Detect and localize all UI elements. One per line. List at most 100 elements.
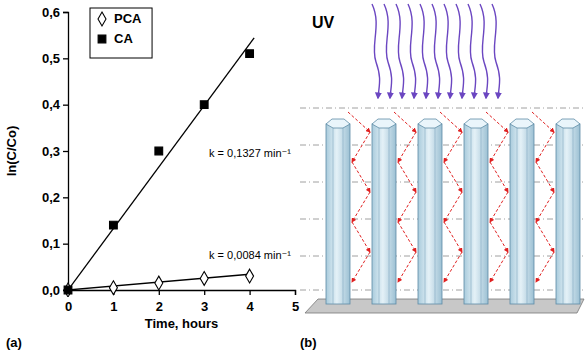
tick-label: 5 [292, 299, 299, 314]
tick-mark [63, 12, 68, 13]
tick-mark [63, 105, 68, 106]
tick: 5 [292, 290, 299, 314]
ray [352, 222, 370, 252]
x-axis: 0 1 2 3 4 5 [65, 290, 299, 314]
ray [536, 162, 554, 192]
ray [536, 192, 554, 222]
fit-line [68, 274, 250, 290]
legend-label: PCA [114, 11, 142, 26]
ray [536, 252, 554, 282]
nanorod-edge [527, 124, 528, 304]
nanorod-edge [435, 124, 436, 304]
ray [440, 112, 462, 132]
tick-label: 0,6 [42, 5, 60, 20]
uv-arrow [444, 4, 452, 98]
ray [394, 112, 416, 132]
tick-label: 0 [65, 299, 72, 314]
tick-mark [63, 244, 68, 245]
uv-arrow [372, 4, 380, 98]
nanorod-cap [372, 119, 396, 128]
tick-label: 0,3 [42, 144, 60, 159]
tick: 3 [201, 290, 208, 314]
nanorod-edge [481, 124, 482, 304]
tick-mark [204, 290, 205, 295]
nanorod [418, 124, 442, 304]
legend: PCACA [90, 8, 152, 58]
ray [490, 132, 508, 162]
nanorod-edge [517, 124, 518, 304]
nanorod [372, 124, 396, 304]
tick-label: 2 [156, 299, 163, 314]
ray [486, 112, 508, 132]
tick-label: 0,2 [42, 190, 60, 205]
nanorod-edge [425, 124, 426, 304]
axis-line [69, 291, 296, 296]
uv-arrow [408, 4, 416, 98]
tick: 0,6 [42, 5, 68, 20]
annotation: k = 0,0084 min⁻¹ [209, 249, 291, 261]
tick-mark [63, 151, 68, 152]
tick-label: 0,4 [42, 97, 61, 112]
nanorod-edge [471, 124, 472, 304]
tick: 4 [246, 290, 254, 314]
annotation: k = 0,1327 min⁻¹ [209, 147, 291, 159]
tick: 0,4 [42, 97, 68, 112]
ray [352, 162, 370, 192]
ray [352, 252, 370, 282]
nanorod-edge [333, 124, 334, 304]
uv-arrow [480, 4, 488, 98]
point [109, 281, 117, 295]
legend-symbol [98, 35, 106, 43]
ray [444, 222, 462, 252]
y-axis-title: ln(C/Co) [4, 126, 19, 177]
tick: 0,1 [42, 236, 68, 251]
ray [398, 222, 416, 252]
tick-label: 4 [246, 299, 254, 314]
tick-mark [63, 197, 68, 198]
nanorod-edge [573, 124, 574, 304]
level-line [300, 108, 584, 109]
point [110, 221, 118, 229]
uv-label: UV [312, 14, 335, 31]
panel-label: (a) [6, 335, 22, 350]
uv-arrow [420, 4, 428, 98]
ray [490, 162, 508, 192]
ray [352, 132, 370, 162]
diagram: UV [300, 4, 584, 313]
uv-arrow [468, 4, 476, 98]
nanorod-cap [556, 119, 580, 128]
nanorod-cap [510, 119, 534, 128]
point [200, 101, 208, 109]
uv-arrow [396, 4, 404, 98]
tick: 0,3 [42, 144, 68, 159]
ray [444, 192, 462, 222]
ray [532, 112, 554, 132]
nanorod-edge [343, 124, 344, 304]
ray [398, 252, 416, 282]
ray [398, 132, 416, 162]
tick-label: 1 [110, 299, 117, 314]
ray [444, 252, 462, 282]
nanorod-cap [464, 119, 488, 128]
point [155, 147, 163, 155]
point [200, 272, 208, 286]
point [64, 283, 72, 297]
uv-arrow [432, 4, 440, 98]
ray [444, 162, 462, 192]
ray [490, 192, 508, 222]
ray [398, 162, 416, 192]
ray [444, 132, 462, 162]
tick-label: 0,5 [42, 51, 60, 66]
tick: 0,2 [42, 190, 68, 205]
nanorod-edge [379, 124, 380, 304]
tick-mark [295, 290, 296, 295]
legend-box [90, 8, 152, 58]
tick-label: 0,1 [42, 236, 60, 251]
panel-label: (b) [300, 335, 317, 350]
ray [490, 252, 508, 282]
ray [536, 222, 554, 252]
tick-mark [63, 58, 68, 59]
uv-arrow [456, 4, 464, 98]
ray [352, 192, 370, 222]
nanorod-cap [326, 119, 350, 128]
